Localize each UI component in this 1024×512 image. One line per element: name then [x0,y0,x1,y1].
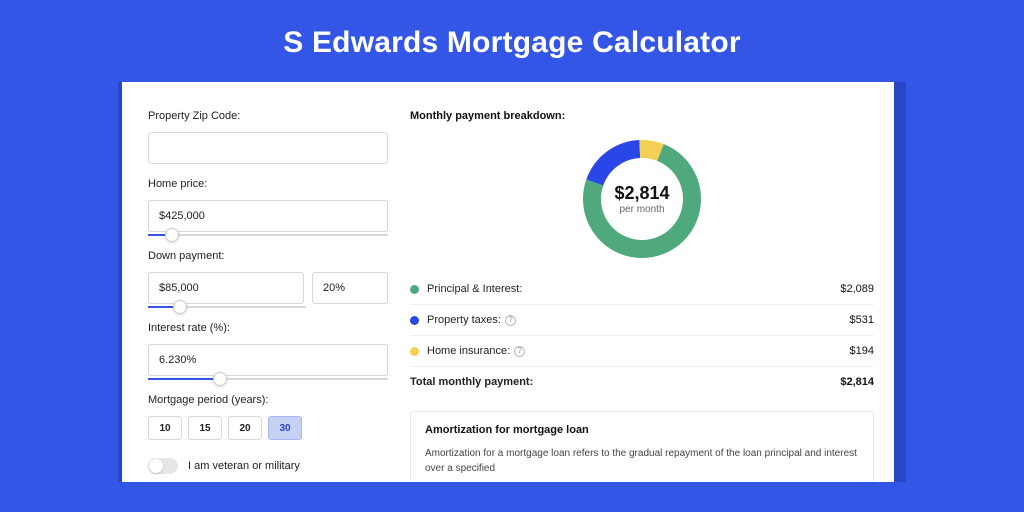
breakdown-row-value: $194 [850,345,874,357]
veteran-label: I am veteran or military [188,460,300,472]
breakdown-rows: Principal & Interest:$2,089Property taxe… [410,274,874,366]
field-zip: Property Zip Code: [148,110,388,164]
breakdown-row: Property taxes:?$531 [410,305,874,336]
legend-dot-icon [410,347,419,356]
breakdown-total-label: Total monthly payment: [410,376,840,388]
breakdown-row-label: Principal & Interest: [427,283,840,295]
mortgage-period-option[interactable]: 20 [228,416,262,440]
zip-label: Property Zip Code: [148,110,388,122]
mortgage-period-option[interactable]: 30 [268,416,302,440]
interest-rate-label: Interest rate (%): [148,322,388,334]
mortgage-period-option[interactable]: 10 [148,416,182,440]
interest-rate-slider-thumb[interactable] [213,372,227,386]
zip-input[interactable] [148,132,388,164]
amortization-title: Amortization for mortgage loan [425,424,859,436]
breakdown-row: Home insurance:?$194 [410,336,874,366]
home-price-label: Home price: [148,178,388,190]
field-mortgage-period: Mortgage period (years): 10152030 [148,394,388,440]
down-payment-slider[interactable] [148,306,306,308]
veteran-row: I am veteran or military [148,458,388,474]
field-interest-rate: Interest rate (%): [148,322,388,380]
mortgage-period-options: 10152030 [148,416,388,440]
left-column: Property Zip Code: Home price: Down paym… [148,110,388,482]
legend-dot-icon [410,285,419,294]
donut-chart: $2,814 per month [410,130,874,274]
home-price-slider[interactable] [148,234,388,236]
home-price-input[interactable] [148,200,388,232]
down-payment-input[interactable] [148,272,304,304]
breakdown-row-value: $2,089 [840,283,874,295]
page-title: S Edwards Mortgage Calculator [0,0,1024,82]
veteran-toggle-knob [149,459,163,473]
legend-dot-icon [410,316,419,325]
down-payment-label: Down payment: [148,250,388,262]
interest-rate-input[interactable] [148,344,388,376]
down-payment-percent-input[interactable] [312,272,388,304]
down-payment-slider-thumb[interactable] [173,300,187,314]
right-column: Monthly payment breakdown: $2,814 per mo… [410,110,874,482]
breakdown-total-value: $2,814 [840,376,874,388]
breakdown-row-label: Property taxes:? [427,314,850,326]
breakdown-row: Principal & Interest:$2,089 [410,274,874,305]
donut-center-amount: $2,814 [614,183,669,203]
breakdown-row-value: $531 [850,314,874,326]
calculator-card: Property Zip Code: Home price: Down paym… [122,82,894,482]
donut-center-sub: per month [619,204,664,215]
help-icon[interactable]: ? [514,346,525,357]
veteran-toggle[interactable] [148,458,178,474]
breakdown-title: Monthly payment breakdown: [410,110,874,122]
home-price-slider-thumb[interactable] [165,228,179,242]
mortgage-period-option[interactable]: 15 [188,416,222,440]
breakdown-row-label: Home insurance:? [427,345,850,357]
amortization-text: Amortization for a mortgage loan refers … [425,446,859,476]
field-home-price: Home price: [148,178,388,236]
help-icon[interactable]: ? [505,315,516,326]
amortization-card: Amortization for mortgage loan Amortizat… [410,411,874,482]
mortgage-period-label: Mortgage period (years): [148,394,388,406]
interest-rate-slider[interactable] [148,378,388,380]
field-down-payment: Down payment: [148,250,388,308]
breakdown-total-row: Total monthly payment: $2,814 [410,366,874,397]
outer-frame: Property Zip Code: Home price: Down paym… [118,82,906,482]
